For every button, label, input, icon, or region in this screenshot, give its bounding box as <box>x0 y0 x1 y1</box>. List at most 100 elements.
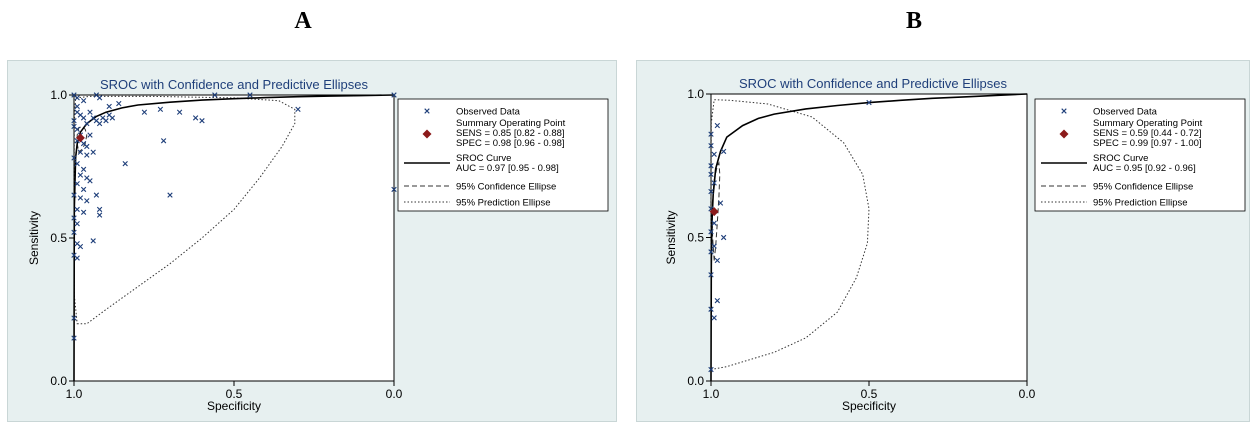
chart-undefined-legend-spec: SPEC = 0.99 [0.97 - 1.00] <box>1093 138 1202 149</box>
chart-a-observed-point <box>74 180 80 187</box>
chart-a-observed-point <box>103 118 109 124</box>
chart-a-observed-point <box>80 115 87 121</box>
chart-a-observed-point <box>90 149 96 155</box>
chart-a-observed-point <box>77 195 84 201</box>
chart-a-observed-point <box>74 160 80 167</box>
chart-a-observed-point <box>96 120 103 127</box>
chart-undefined-y-tick-label: 0.5 <box>687 231 704 245</box>
chart-a-observed-point <box>160 138 167 144</box>
chart-undefined-legend-observed-symbol <box>1061 108 1067 114</box>
chart-undefined-observed-point <box>708 272 714 278</box>
chart-a-x-axis-label: Specificity <box>207 399 261 413</box>
chart-undefined-observed-point <box>708 188 714 195</box>
chart-panel-a: SROC with Confidence and Predictive Elli… <box>7 60 617 422</box>
chart-a-observed-point <box>77 243 84 250</box>
chart-a-y-tick-label: 0.5 <box>50 231 67 245</box>
chart-undefined-legend-prediction: 95% Prediction Ellipse <box>1093 198 1188 209</box>
chart-a-legend-box <box>397 98 609 212</box>
chart-a-observed-point <box>176 109 183 115</box>
chart-a-observed-point <box>71 155 77 161</box>
chart-a-observed-point <box>90 238 96 244</box>
chart-a-observed-point <box>80 166 87 173</box>
chart-undefined-observed-point <box>708 366 714 373</box>
sroc-chart-b: SROC with Confidence and Predictive Elli… <box>664 76 1246 413</box>
chart-a-legend-spec: SPEC = 0.98 [0.96 - 0.98] <box>456 138 565 149</box>
chart-undefined-y-tick-label: 1.0 <box>687 87 704 101</box>
chart-a-observed-point <box>93 192 100 198</box>
chart-undefined-observed-point <box>708 142 714 149</box>
chart-a-title: SROC with Confidence and Predictive Elli… <box>100 77 369 92</box>
chart-a-observed-point <box>192 115 199 121</box>
chart-a-observed-point <box>74 206 80 213</box>
chart-a-observed-point <box>80 98 87 104</box>
chart-a-y-tick-label: 0.0 <box>50 374 67 388</box>
chart-a-x-tick-label: 0.0 <box>386 387 403 401</box>
chart-undefined-legend-auc: AUC = 0.95 [0.92 - 0.96] <box>1093 163 1196 174</box>
chart-undefined-observed-point <box>711 151 717 157</box>
chart-a-observed-point <box>109 115 116 121</box>
chart-undefined-observed-point <box>714 297 721 304</box>
chart-a-observed-point <box>71 118 77 124</box>
chart-a-legend-summary: Summary Operating Point <box>456 118 566 129</box>
chart-a-legend-sens: SENS = 0.85 [0.82 - 0.88] <box>456 128 565 139</box>
chart-undefined-y-axis-label: Sensitivity <box>664 210 678 264</box>
chart-a-observed-point <box>71 192 77 198</box>
chart-undefined-observed-point <box>720 148 727 155</box>
chart-a-observed-point <box>71 229 77 235</box>
chart-a-observed-point <box>122 160 128 167</box>
chart-a-observed-point <box>116 100 122 107</box>
chart-a-y-axis-label: Sensitivity <box>27 211 41 265</box>
chart-a-observed-point <box>74 95 80 101</box>
chart-undefined-sroc-curve <box>710 93 1028 382</box>
chart-undefined-legend-confidence: 95% Confidence Ellipse <box>1093 182 1193 193</box>
chart-a-observed-point <box>106 103 112 110</box>
chart-undefined-x-tick-label: 0.5 <box>861 387 878 401</box>
chart-a-observed-point <box>80 186 87 193</box>
chart-undefined-observed-point <box>708 163 714 169</box>
chart-undefined-observed-point <box>711 243 717 249</box>
chart-undefined-observed-point <box>717 200 724 206</box>
chart-undefined-legend-box <box>1034 98 1246 212</box>
panel-letter-a: A <box>294 8 312 34</box>
chart-undefined-legend-sens: SENS = 0.59 [0.44 - 0.72] <box>1093 128 1202 139</box>
chart-a-observed-point <box>77 149 84 155</box>
chart-a-observed-point <box>71 315 77 321</box>
chart-a-observed-point <box>167 192 173 198</box>
chart-undefined-prediction-ellipse <box>710 99 870 371</box>
chart-undefined-observed-point <box>708 171 714 178</box>
chart-a-observed-point <box>295 106 301 112</box>
chart-a-observed-point <box>71 215 77 221</box>
sroc-chart-a: SROC with Confidence and Predictive Elli… <box>27 77 609 413</box>
chart-undefined-plot-area <box>710 93 1028 382</box>
chart-a-observed-point <box>77 172 84 178</box>
chart-undefined-observed-point <box>708 131 714 137</box>
chart-a-x-tick-label: 0.5 <box>226 387 243 401</box>
chart-a-prediction-ellipse <box>73 95 296 325</box>
chart-undefined-legend-sroc: SROC Curve <box>1093 153 1148 164</box>
chart-a-observed-point <box>87 132 93 138</box>
chart-undefined-observed-point <box>714 257 721 264</box>
chart-a-observed-point <box>87 178 93 184</box>
chart-a-x-tick-label: 1.0 <box>66 387 83 401</box>
chart-a-observed-point <box>391 186 397 193</box>
chart-undefined-observed-point <box>866 99 872 106</box>
chart-undefined-legend-summary-symbol <box>1059 129 1069 139</box>
chart-a-observed-point <box>74 255 80 261</box>
chart-a-observed-point <box>84 120 90 127</box>
chart-panel-b: SROC with Confidence and Predictive Elli… <box>636 60 1250 422</box>
chart-undefined-observed-point <box>714 122 721 129</box>
chart-a-observed-point <box>247 92 253 98</box>
chart-a-observed-point <box>212 92 218 98</box>
chart-undefined-title: SROC with Confidence and Predictive Elli… <box>739 76 1008 91</box>
chart-undefined-y-tick-label: 0.0 <box>687 374 704 388</box>
chart-a-legend-auc: AUC = 0.97 [0.95 - 0.98] <box>456 163 559 174</box>
chart-a-summary-point <box>75 133 85 143</box>
chart-undefined-observed-point <box>711 180 717 186</box>
chart-a-legend-confidence: 95% Confidence Ellipse <box>456 182 556 193</box>
chart-a-confidence-ellipse <box>76 125 88 154</box>
chart-a-y-tick-label: 1.0 <box>50 88 67 102</box>
chart-a-observed-point <box>74 126 80 133</box>
chart-undefined-summary-point <box>709 207 719 217</box>
chart-a-observed-point <box>141 109 148 115</box>
chart-a-legend-observed-symbol <box>424 108 430 114</box>
